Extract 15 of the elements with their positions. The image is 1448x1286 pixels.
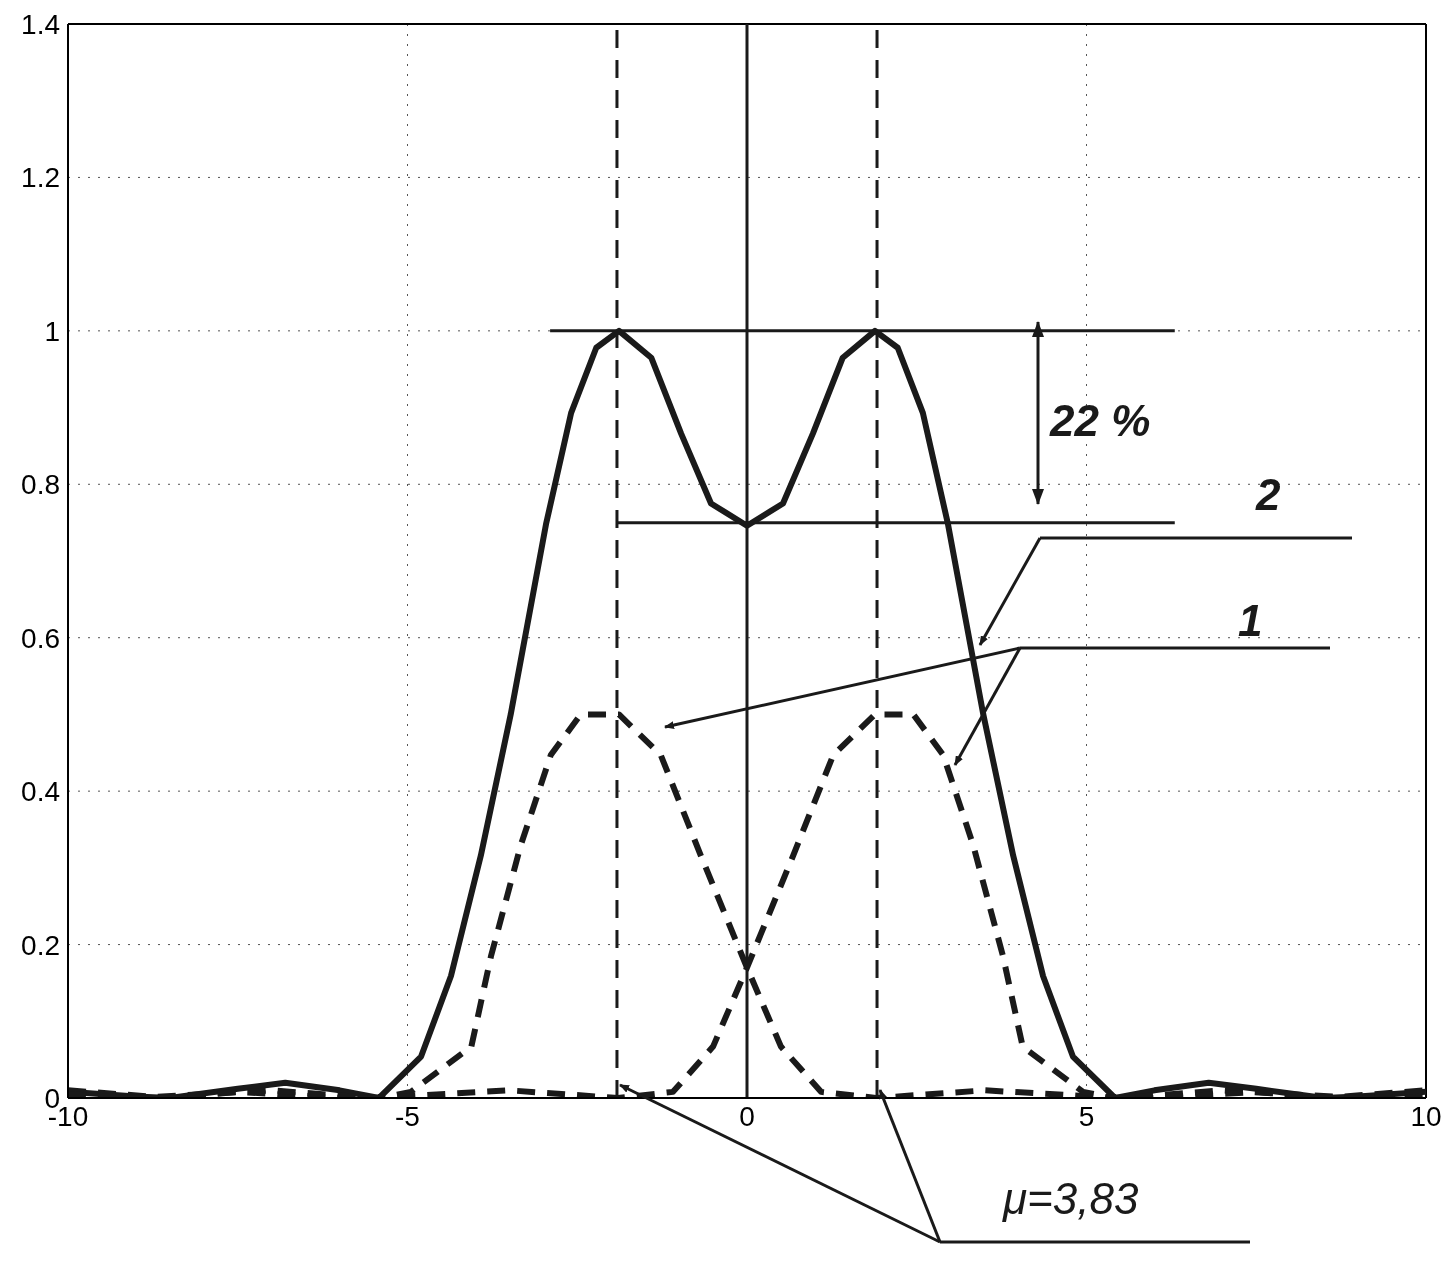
y-tick-label: 0.8	[21, 469, 60, 501]
x-tick-label: -5	[395, 1100, 420, 1132]
y-tick-label: 0.4	[21, 776, 60, 808]
text: μ=3,83	[1002, 1174, 1139, 1223]
x-tick-label: 10	[1410, 1100, 1442, 1132]
annotation: 1	[1238, 596, 1263, 645]
x-tick-label: 0	[739, 1100, 755, 1132]
y-tick-label: 1	[44, 315, 60, 347]
y-tick-label: 0.6	[21, 622, 60, 654]
y-tick-label: 1.4	[21, 8, 60, 40]
y-tick-label: 0.2	[21, 929, 60, 961]
annotation: 22 %	[1049, 396, 1151, 445]
y-tick-label: 1.2	[21, 162, 60, 194]
x-tick-label: 5	[1078, 1100, 1095, 1132]
annotation: 2	[1255, 470, 1281, 519]
